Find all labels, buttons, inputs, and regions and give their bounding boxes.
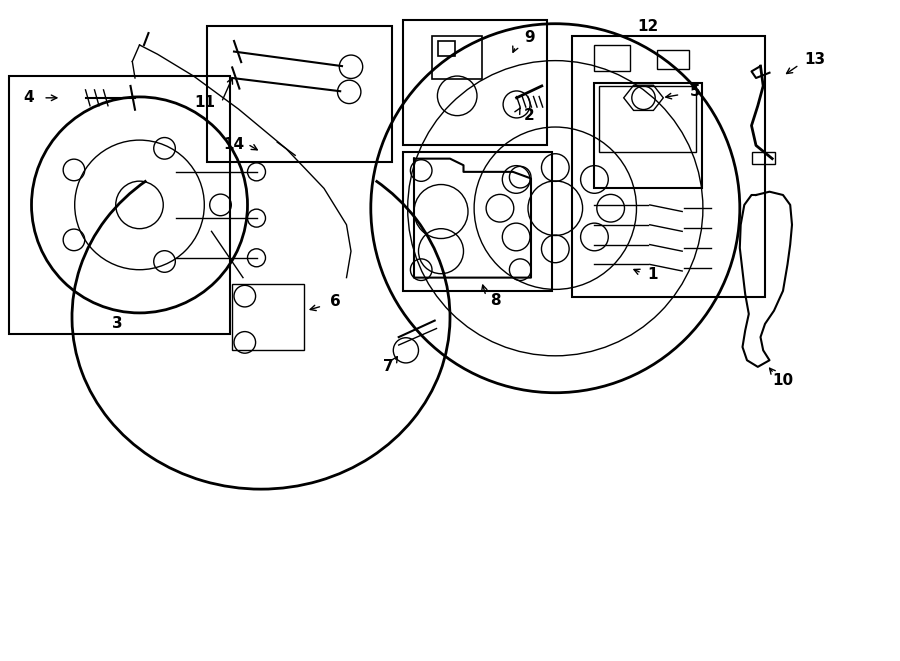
Bar: [572, 36, 765, 297]
Text: 9: 9: [524, 30, 535, 45]
Bar: [9, 76, 230, 334]
Text: 8: 8: [490, 293, 500, 308]
Bar: [657, 50, 688, 69]
Text: 13: 13: [804, 52, 825, 67]
Bar: [403, 152, 552, 291]
Bar: [232, 284, 304, 350]
Text: 14: 14: [223, 137, 245, 151]
Bar: [594, 45, 630, 71]
Text: 4: 4: [23, 91, 34, 105]
Bar: [594, 83, 702, 188]
Text: 2: 2: [524, 108, 535, 123]
Text: 12: 12: [637, 19, 659, 34]
Bar: [432, 36, 482, 79]
Text: 7: 7: [383, 360, 394, 374]
Bar: [752, 152, 775, 164]
Text: 11: 11: [194, 95, 216, 110]
Text: 3: 3: [112, 317, 122, 331]
Text: 10: 10: [772, 373, 794, 387]
Text: 5: 5: [689, 84, 700, 98]
Bar: [403, 20, 547, 145]
Bar: [598, 86, 696, 152]
Text: 6: 6: [330, 294, 341, 309]
Text: 1: 1: [647, 267, 658, 282]
Bar: [438, 41, 454, 56]
Bar: [207, 26, 392, 162]
